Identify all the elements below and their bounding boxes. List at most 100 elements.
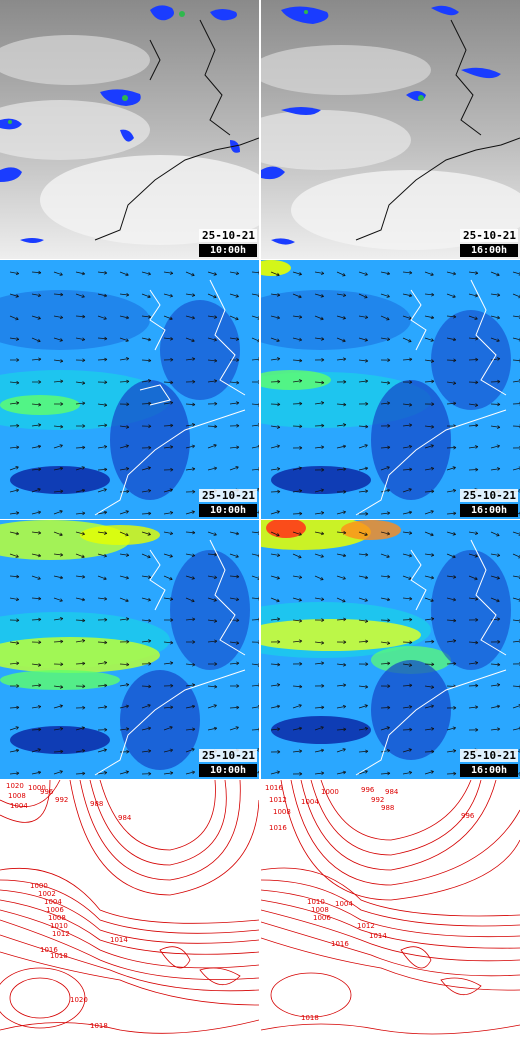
wind-arrow-head <box>213 466 217 471</box>
wind-arrow-head <box>104 336 108 341</box>
wind-arrow <box>75 619 86 621</box>
wind-arrow <box>141 553 151 558</box>
wind-arrow-head <box>103 661 108 665</box>
wind-arrow <box>512 640 520 643</box>
wind-arrow <box>336 618 346 621</box>
wind-arrow-head <box>276 553 281 557</box>
wind-arrow-head <box>342 553 347 558</box>
wind-arrow-head <box>496 425 501 429</box>
wind-arrow-head <box>343 530 347 535</box>
wind-arrow-head <box>37 293 42 298</box>
wind-arrow-head <box>169 271 174 275</box>
wind-arrow-head <box>37 444 42 449</box>
wind-arrow-head <box>276 315 280 320</box>
wind-arrow <box>468 641 478 644</box>
wind-panel-lower-right: 25-10-21 16:00h <box>261 260 520 519</box>
wind-arrow <box>251 403 259 406</box>
wind-arrow <box>141 271 151 275</box>
wind-arrow <box>97 403 107 406</box>
wind-arrow <box>229 597 239 601</box>
wind-arrow-head <box>276 425 281 429</box>
wind-arrow-head <box>125 467 130 471</box>
wind-arrow <box>163 315 173 320</box>
wind-arrow <box>97 772 107 775</box>
wind-arrow-head <box>364 575 369 580</box>
wind-arrow-head <box>277 402 281 407</box>
wind-arrow <box>270 468 280 471</box>
wind-arrow <box>336 315 346 319</box>
wind-arrow <box>163 575 173 580</box>
wind-arrow <box>402 445 412 449</box>
wind-arrow-head <box>364 532 368 536</box>
wind-arrow-head <box>387 401 391 406</box>
isobar-label: 1000 <box>28 784 46 792</box>
wind-arrow-head <box>365 552 369 557</box>
wind-arrow-head <box>430 532 434 537</box>
wind-arrow-head <box>408 510 413 515</box>
date-label: 25-10-21 <box>199 749 257 762</box>
wind-arrow <box>141 640 151 643</box>
wind-arrow-head <box>386 726 390 730</box>
wind-arrow-head <box>276 444 280 449</box>
wind-arrow <box>185 728 195 731</box>
wind-arrow-head <box>170 661 174 665</box>
wind-arrow <box>424 597 434 602</box>
wind-arrow <box>446 750 456 753</box>
wind-arrow-head <box>38 357 42 362</box>
wind-arrow <box>141 490 151 493</box>
wind-arrow <box>490 553 500 556</box>
wind-arrow-head <box>342 293 347 297</box>
wind-arrow-head <box>452 726 456 731</box>
wind-arrow-head <box>409 467 413 472</box>
wind-arrow-head <box>148 445 152 450</box>
wind-arrow <box>380 337 390 340</box>
wind-arrow <box>336 337 346 342</box>
wind-arrow-head <box>214 662 218 666</box>
wind-arrow-head <box>257 576 259 580</box>
wind-arrow-head <box>125 444 129 448</box>
wind-arrow-head <box>453 771 457 776</box>
timestamp: 25-10-21 10:00h <box>199 229 257 257</box>
wind-arrow-head <box>276 683 281 687</box>
wind-arrow <box>512 467 520 471</box>
wind-arrow-head <box>214 401 218 406</box>
wind-arrow-head <box>408 663 413 667</box>
wind-arrow <box>75 663 86 665</box>
wind-arrow <box>75 489 85 493</box>
wind-arrow <box>314 553 324 558</box>
wind-arrow-head <box>430 466 435 471</box>
wind-arrow <box>141 619 151 622</box>
wind-arrow-head <box>408 339 412 343</box>
wind-arrow-head <box>104 596 108 601</box>
wind-arrow-head <box>82 401 86 406</box>
wind-arrow-head <box>364 466 369 471</box>
wind-arrow <box>424 618 434 621</box>
isobar-label: 1008 <box>8 792 26 800</box>
wind-arrow <box>119 597 129 602</box>
time-label: 16:00h <box>460 244 518 257</box>
wind-arrow-head <box>213 444 217 448</box>
wind-arrow-head <box>342 316 346 320</box>
wind-arrow <box>53 751 64 753</box>
satellite-image <box>0 0 259 259</box>
wind-arrow <box>9 315 19 320</box>
wind-arrow-head <box>365 379 369 384</box>
wind-arrow <box>402 553 412 557</box>
wind-arrow <box>53 770 63 775</box>
wind-arrow-head <box>475 618 479 622</box>
wind-arrow-head <box>453 618 457 623</box>
wind-arrow <box>270 663 280 666</box>
wind-arrow <box>229 337 239 340</box>
wind-arrow-head <box>364 295 368 299</box>
wind-arrow <box>270 271 280 276</box>
wind-arrow-head <box>431 292 435 297</box>
wind-arrow-head <box>16 511 20 515</box>
wind-arrow-head <box>320 511 325 515</box>
wind-arrow-head <box>475 728 479 732</box>
wind-arrow-head <box>235 271 240 276</box>
wind-arrow <box>270 337 280 342</box>
wind-arrow <box>75 531 85 535</box>
wind-arrow <box>336 663 346 666</box>
wind-arrow <box>31 445 41 449</box>
wind-arrow-head <box>213 532 217 536</box>
